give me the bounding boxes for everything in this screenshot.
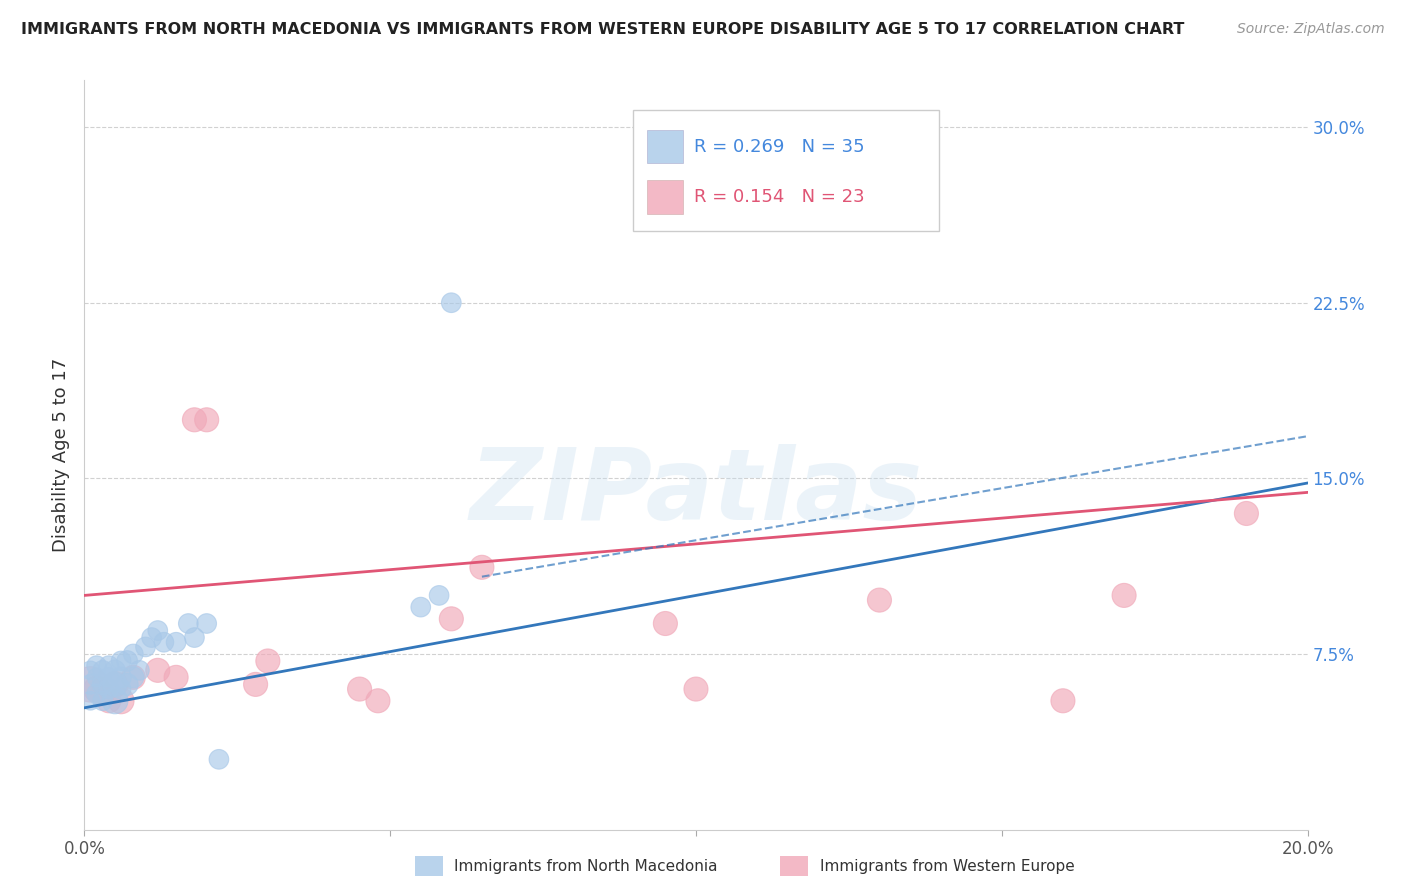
Point bbox=[110, 694, 132, 708]
Point bbox=[97, 682, 120, 697]
Point bbox=[115, 677, 138, 691]
Point bbox=[91, 687, 114, 701]
Point bbox=[79, 677, 101, 691]
Point bbox=[165, 670, 187, 684]
Point bbox=[97, 694, 120, 708]
Point bbox=[79, 664, 101, 678]
Point bbox=[122, 670, 145, 684]
Point bbox=[86, 682, 108, 697]
Point bbox=[115, 654, 138, 668]
Point bbox=[471, 560, 494, 574]
Point bbox=[440, 612, 463, 626]
Point bbox=[122, 647, 145, 661]
Point bbox=[104, 677, 127, 691]
Point bbox=[79, 694, 101, 708]
Text: R = 0.154   N = 23: R = 0.154 N = 23 bbox=[695, 188, 865, 206]
Point bbox=[110, 670, 132, 684]
Point bbox=[86, 687, 108, 701]
Point bbox=[146, 624, 169, 638]
Point bbox=[427, 589, 450, 603]
Point bbox=[440, 295, 463, 310]
Point bbox=[257, 654, 280, 668]
Point bbox=[869, 593, 891, 607]
Point bbox=[135, 640, 157, 654]
Point bbox=[409, 600, 432, 615]
Point bbox=[86, 658, 108, 673]
Point bbox=[183, 631, 205, 645]
Text: ZIPatlas: ZIPatlas bbox=[470, 444, 922, 541]
Y-axis label: Disability Age 5 to 17: Disability Age 5 to 17 bbox=[52, 358, 70, 552]
Point bbox=[165, 635, 187, 649]
Point bbox=[177, 616, 200, 631]
Point bbox=[1114, 589, 1136, 603]
Point bbox=[195, 616, 218, 631]
Point bbox=[128, 664, 150, 678]
Point bbox=[245, 677, 267, 691]
Text: IMMIGRANTS FROM NORTH MACEDONIA VS IMMIGRANTS FROM WESTERN EUROPE DISABILITY AGE: IMMIGRANTS FROM NORTH MACEDONIA VS IMMIG… bbox=[21, 22, 1184, 37]
Point bbox=[367, 694, 389, 708]
Point bbox=[122, 670, 145, 684]
Point bbox=[104, 694, 127, 708]
Point bbox=[104, 677, 127, 691]
Point bbox=[110, 682, 132, 697]
Point bbox=[1052, 694, 1074, 708]
Point bbox=[208, 752, 231, 766]
Point bbox=[91, 677, 114, 691]
Point bbox=[97, 670, 120, 684]
Point bbox=[685, 682, 707, 697]
Point bbox=[86, 670, 108, 684]
Text: R = 0.269   N = 35: R = 0.269 N = 35 bbox=[695, 137, 865, 155]
Point bbox=[153, 635, 176, 649]
Point bbox=[349, 682, 371, 697]
Point bbox=[654, 616, 676, 631]
Text: Immigrants from North Macedonia: Immigrants from North Macedonia bbox=[454, 859, 717, 873]
Text: Source: ZipAtlas.com: Source: ZipAtlas.com bbox=[1237, 22, 1385, 37]
Point bbox=[79, 677, 101, 691]
Point bbox=[110, 654, 132, 668]
Point bbox=[1236, 507, 1258, 521]
Point bbox=[183, 413, 205, 427]
Point bbox=[91, 664, 114, 678]
Point bbox=[195, 413, 218, 427]
Point bbox=[146, 664, 169, 678]
Point bbox=[97, 658, 120, 673]
Text: Immigrants from Western Europe: Immigrants from Western Europe bbox=[820, 859, 1074, 873]
Point bbox=[104, 664, 127, 678]
Point bbox=[141, 631, 163, 645]
Point bbox=[91, 694, 114, 708]
